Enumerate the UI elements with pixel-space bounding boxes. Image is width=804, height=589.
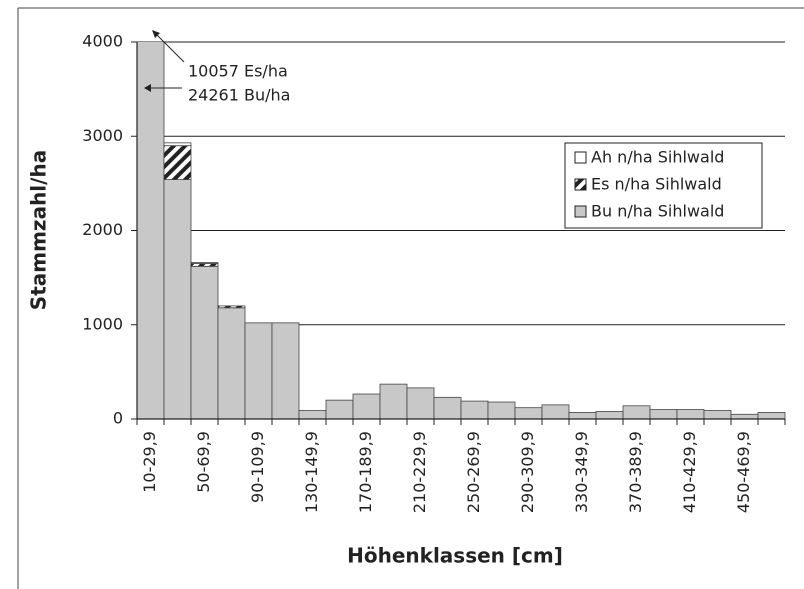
y-tick-label: 4000 [82,32,123,51]
bar-segment [190,262,219,264]
bar-segment [136,42,165,420]
x-tick-label: 290-309,9 [518,431,537,513]
y-tick-label: 1000 [82,314,123,333]
bar-segment [406,387,435,420]
bar-segment [244,322,273,420]
bar-segment [271,322,300,420]
bar-segment [163,179,192,420]
bar-segment [379,383,408,420]
y-tick-label: 0 [113,409,123,428]
bar-segment [190,263,219,267]
bar-segment [298,410,327,420]
bar-segment [190,265,219,420]
annotation: 10057 Es/ha [188,62,288,81]
legend-label: Es n/ha Sihlwald [591,175,722,194]
bar-segment [163,145,192,181]
bar-segment [217,305,246,309]
x-tick-label: 330-349,9 [572,431,591,513]
x-tick-label: 10-29,9 [140,431,159,493]
bar-segment [514,407,543,420]
bar-segment [352,393,381,420]
annotation-arrow [154,32,185,63]
bar-segment [568,412,597,420]
bar-segment [622,405,651,420]
x-tick-label: 210-229,9 [410,431,429,513]
x-tick-label: 250-269,9 [464,431,483,513]
bar-segment [649,409,678,420]
legend [564,142,763,229]
bar-segment [433,396,462,420]
y-tick-label: 2000 [82,220,123,239]
x-tick-label: 50-69,9 [194,431,213,493]
x-tick-label: 450-469,9 [734,431,753,513]
legend-swatch [574,151,587,164]
legend-label: Bu n/ha Sihlwald [591,202,724,221]
bar-segment [217,307,246,420]
bar-segment [703,410,732,420]
legend-label: Ah n/ha Sihlwald [591,148,724,167]
legend-swatch [574,205,587,218]
bar-segment [730,413,759,420]
x-tick-label: 90-109,9 [248,431,267,503]
bar-segment [163,142,192,147]
x-axis-title: Höhenklassen [cm] [347,544,563,568]
x-tick-label: 170-189,9 [356,431,375,513]
bar-segment [460,400,489,420]
y-axis-title: Stammzahl/ha [27,150,51,310]
annotation-arrowhead [144,84,151,92]
bar-segment [595,411,624,420]
bar-segment [487,401,516,420]
bar-segment [325,399,354,420]
bar-segment [541,404,570,420]
annotation: 24261 Bu/ha [188,86,290,105]
x-tick-label: 370-389,9 [626,431,645,513]
y-tick-label: 3000 [82,126,123,145]
x-tick-label: 410-429,9 [680,431,699,513]
x-tick-label: 130-149,9 [302,431,321,513]
annotation-arrowhead [152,30,160,38]
bar-segment [757,412,786,420]
legend-swatch [574,178,587,191]
bar-segment [676,409,705,420]
